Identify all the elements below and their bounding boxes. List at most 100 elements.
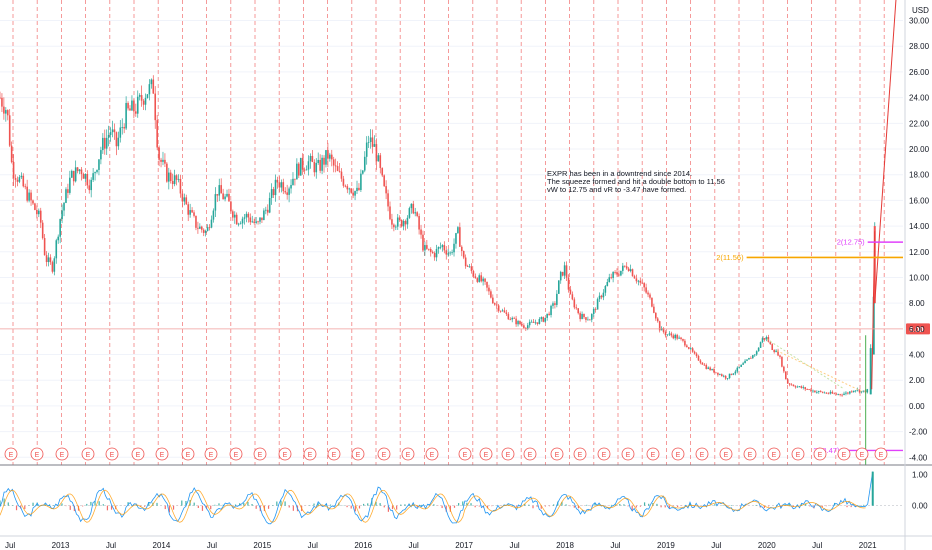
candle-body[interactable] bbox=[592, 308, 595, 315]
candle-body[interactable] bbox=[573, 299, 576, 308]
candle-body[interactable] bbox=[69, 177, 71, 193]
candle-body[interactable] bbox=[261, 217, 263, 221]
candle-body[interactable] bbox=[847, 392, 849, 394]
candle-body[interactable] bbox=[449, 252, 451, 254]
candle-body[interactable] bbox=[296, 163, 298, 180]
candle-body[interactable] bbox=[228, 193, 230, 202]
candle-body[interactable] bbox=[148, 84, 151, 95]
candle-body[interactable] bbox=[790, 384, 793, 386]
candle-body[interactable] bbox=[478, 275, 481, 282]
candle-body[interactable] bbox=[55, 240, 58, 259]
candle-body[interactable] bbox=[604, 286, 607, 293]
earnings-marker[interactable] bbox=[743, 447, 757, 461]
candle-body[interactable] bbox=[410, 203, 413, 209]
candle-body[interactable] bbox=[360, 173, 362, 190]
candle-body[interactable] bbox=[41, 222, 44, 239]
candle-body[interactable] bbox=[689, 348, 692, 350]
candle-body[interactable] bbox=[327, 150, 329, 159]
candle-body[interactable] bbox=[800, 386, 803, 388]
candle-body[interactable] bbox=[849, 391, 851, 394]
candle-body[interactable] bbox=[422, 234, 424, 251]
candle-body[interactable] bbox=[28, 192, 30, 201]
candle-body[interactable] bbox=[635, 278, 638, 282]
candle-body[interactable] bbox=[656, 318, 659, 322]
candle-body[interactable] bbox=[282, 182, 285, 192]
candle-body[interactable] bbox=[697, 356, 700, 361]
candle-body[interactable] bbox=[608, 277, 611, 283]
candle-body[interactable] bbox=[348, 188, 351, 190]
candle-body[interactable] bbox=[462, 251, 465, 258]
candle-body[interactable] bbox=[249, 217, 252, 223]
candle-body[interactable] bbox=[43, 238, 46, 256]
candle-body[interactable] bbox=[431, 251, 434, 254]
earnings-marker[interactable] bbox=[719, 447, 733, 461]
candle-body[interactable] bbox=[538, 319, 541, 324]
candle-body[interactable] bbox=[505, 312, 508, 315]
candle-body[interactable] bbox=[625, 266, 628, 269]
candle-body[interactable] bbox=[546, 313, 548, 318]
candle-body[interactable] bbox=[600, 295, 603, 298]
candle-body[interactable] bbox=[354, 191, 356, 196]
candle-body[interactable] bbox=[150, 79, 153, 85]
candle-body[interactable] bbox=[732, 373, 735, 375]
candle-body[interactable] bbox=[651, 297, 653, 307]
candle-body[interactable] bbox=[499, 310, 502, 312]
candle-body[interactable] bbox=[765, 337, 768, 340]
candle-body[interactable] bbox=[80, 169, 83, 175]
candle-body[interactable] bbox=[90, 179, 92, 191]
candle-body[interactable] bbox=[298, 163, 300, 176]
candle-body[interactable] bbox=[82, 174, 85, 179]
candle-body[interactable] bbox=[808, 389, 810, 391]
candle-body[interactable] bbox=[817, 391, 820, 392]
candle-body[interactable] bbox=[307, 161, 310, 170]
candle-body[interactable] bbox=[843, 393, 845, 395]
candle-body[interactable] bbox=[381, 168, 384, 176]
candle-body[interactable] bbox=[265, 209, 267, 211]
candle-body[interactable] bbox=[523, 325, 525, 328]
candle-body[interactable] bbox=[569, 289, 572, 295]
candle-body[interactable] bbox=[10, 145, 13, 162]
candle-body[interactable] bbox=[468, 266, 471, 268]
candle-body[interactable] bbox=[166, 163, 168, 182]
candle-body[interactable] bbox=[763, 338, 766, 340]
candle-body[interactable] bbox=[362, 170, 364, 174]
candle-body[interactable] bbox=[691, 348, 694, 352]
candle-body[interactable] bbox=[144, 97, 147, 105]
candle-body[interactable] bbox=[474, 276, 477, 279]
candle-body[interactable] bbox=[577, 308, 579, 314]
candle-body[interactable] bbox=[742, 363, 744, 365]
candle-body[interactable] bbox=[738, 366, 741, 368]
candle-body[interactable] bbox=[363, 156, 366, 171]
candle-body[interactable] bbox=[375, 144, 378, 162]
candle-body[interactable] bbox=[437, 247, 440, 250]
candle-body[interactable] bbox=[534, 322, 537, 324]
candle-body[interactable] bbox=[371, 137, 374, 147]
candle-body[interactable] bbox=[451, 252, 453, 254]
candle-body[interactable] bbox=[127, 102, 129, 109]
candle-body[interactable] bbox=[193, 212, 195, 216]
candle-body[interactable] bbox=[835, 393, 838, 395]
candle-body[interactable] bbox=[253, 221, 255, 223]
candle-body[interactable] bbox=[755, 351, 758, 355]
candle-body[interactable] bbox=[612, 272, 614, 279]
candle-body[interactable] bbox=[30, 192, 32, 201]
earnings-marker[interactable] bbox=[55, 447, 69, 461]
candle-body[interactable] bbox=[418, 216, 420, 230]
candle-body[interactable] bbox=[305, 169, 308, 171]
candle-body[interactable] bbox=[70, 170, 73, 178]
candle-body[interactable] bbox=[191, 210, 193, 213]
candle-body[interactable] bbox=[38, 210, 40, 215]
candle-body[interactable] bbox=[480, 275, 482, 282]
candle-body[interactable] bbox=[482, 278, 484, 282]
candle-body[interactable] bbox=[400, 219, 403, 227]
candle-body[interactable] bbox=[872, 296, 875, 355]
candle-body[interactable] bbox=[571, 294, 574, 300]
candle-body[interactable] bbox=[84, 173, 87, 179]
candle-body[interactable] bbox=[278, 182, 281, 188]
candle-body[interactable] bbox=[309, 155, 312, 162]
candle-body[interactable] bbox=[239, 223, 242, 225]
candle-body[interactable] bbox=[567, 277, 570, 290]
candle-body[interactable] bbox=[224, 196, 226, 200]
candle-body[interactable] bbox=[460, 246, 463, 252]
candle-body[interactable] bbox=[230, 201, 232, 212]
